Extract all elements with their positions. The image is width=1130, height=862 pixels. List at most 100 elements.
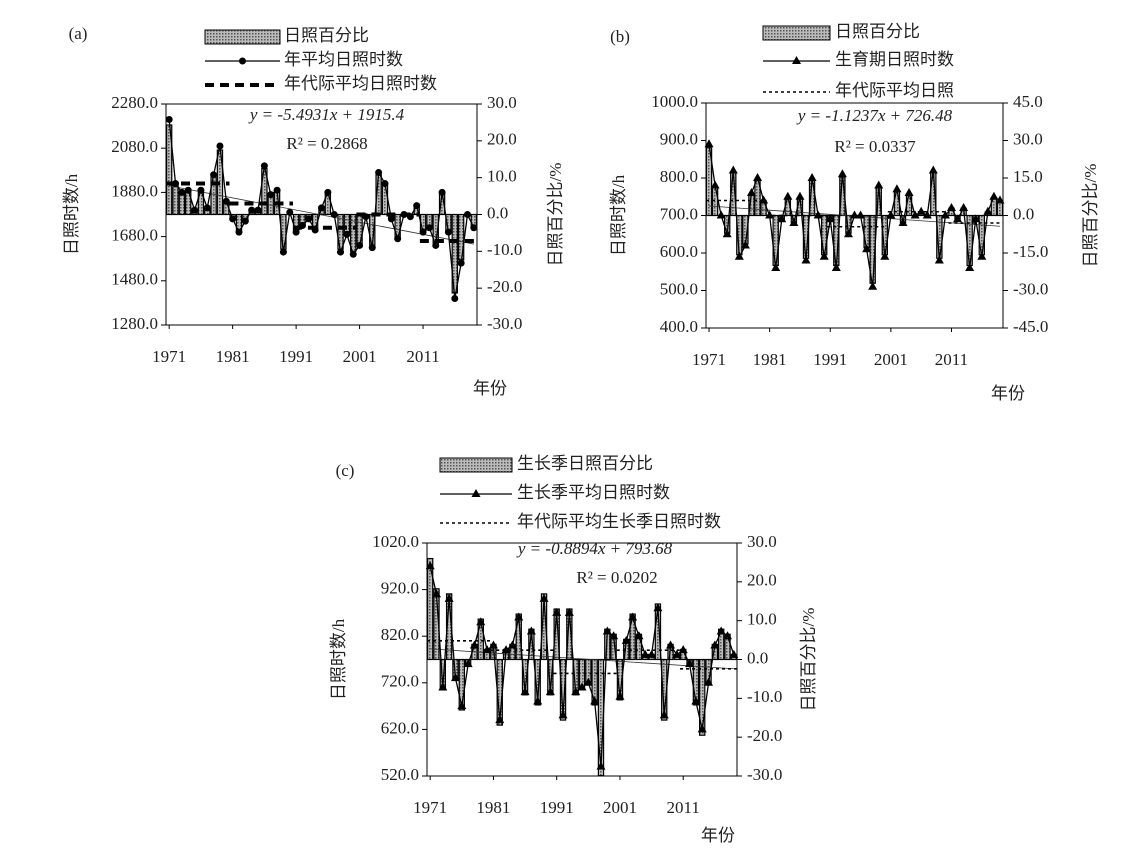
point xyxy=(856,210,866,219)
bar xyxy=(172,184,179,216)
point xyxy=(191,206,199,214)
point xyxy=(564,607,574,616)
trend-line xyxy=(430,648,734,670)
y2-axis-label: 日照百分比/% xyxy=(546,163,565,267)
point xyxy=(241,217,249,225)
point xyxy=(482,645,492,654)
y-tick-label: 1020.0 xyxy=(372,532,419,551)
x-tick-label: 2011 xyxy=(667,798,700,817)
bar xyxy=(343,213,351,234)
point xyxy=(892,184,902,193)
point xyxy=(413,202,421,210)
point xyxy=(292,228,300,236)
point xyxy=(777,214,787,223)
y-tick-label: 900.0 xyxy=(660,129,698,148)
point xyxy=(959,203,969,211)
y2-tick-label: 30.0 xyxy=(487,93,517,112)
r-squared: R² = 0.0337 xyxy=(834,137,916,156)
y2-axis-label: 日照百分比/% xyxy=(799,608,818,712)
point xyxy=(704,677,714,686)
point xyxy=(229,215,237,223)
point xyxy=(279,248,287,256)
point xyxy=(602,626,612,635)
legend-label: 年平均日照时数 xyxy=(284,50,403,69)
point xyxy=(934,255,944,264)
y-tick-label: 1680.0 xyxy=(111,226,158,245)
point xyxy=(653,603,663,612)
y2-tick-label: 20.0 xyxy=(487,130,517,149)
x-tick-label: 1991 xyxy=(813,350,847,369)
point xyxy=(691,696,701,705)
point xyxy=(904,188,914,196)
x-axis-label: 年份 xyxy=(473,379,507,398)
point xyxy=(577,682,587,691)
bar xyxy=(178,192,186,216)
point xyxy=(716,626,726,635)
y-tick-label: 520.0 xyxy=(381,765,419,784)
point xyxy=(807,173,817,181)
x-tick-label: 2001 xyxy=(603,798,637,817)
x-tick-label: 2011 xyxy=(935,350,968,369)
point xyxy=(789,218,799,226)
bar xyxy=(426,557,434,661)
chart-panel: (b) 400.0 500.0 600.0 700.0 800.0 900.0 1000.0 -… xyxy=(609,22,1100,403)
point xyxy=(898,218,908,226)
point xyxy=(431,589,441,598)
point xyxy=(583,677,593,686)
y-tick-label: 1480.0 xyxy=(111,270,158,289)
bar xyxy=(350,213,357,252)
bar xyxy=(863,214,870,249)
point xyxy=(318,204,325,212)
point xyxy=(545,687,555,696)
y2-tick-label: -20.0 xyxy=(487,277,522,296)
point xyxy=(753,173,763,181)
point xyxy=(940,210,950,219)
x-tick-label: 1991 xyxy=(279,347,313,366)
equation: y = -1.1237x + 726.48 xyxy=(796,106,953,125)
y-axis-label: 日照时数/h xyxy=(329,618,348,700)
point xyxy=(971,214,981,223)
point xyxy=(634,631,644,640)
point xyxy=(734,251,744,260)
y-tick-label: 700.0 xyxy=(660,204,698,223)
point xyxy=(419,228,427,236)
point xyxy=(216,142,224,150)
point xyxy=(729,649,739,658)
point xyxy=(659,710,669,719)
point xyxy=(647,649,657,658)
point xyxy=(746,188,756,196)
x-tick-label: 1981 xyxy=(476,798,510,817)
point xyxy=(381,180,389,188)
equation: y = -0.8894x + 793.68 xyxy=(516,539,673,558)
y2-tick-label: 0.0 xyxy=(487,203,508,222)
point xyxy=(710,640,720,649)
point xyxy=(628,612,638,621)
y-tick-label: 2080.0 xyxy=(111,137,158,156)
y2-tick-label: 30.0 xyxy=(1013,129,1043,148)
bar xyxy=(559,658,567,721)
point xyxy=(343,230,351,238)
legend-label: 年代际平均日照 xyxy=(835,81,954,100)
point xyxy=(514,612,524,621)
chart-panel: (c) 520.0 620.0 720.0 820.0 920.0 1020.0 -30.0 -… xyxy=(329,454,818,845)
point xyxy=(771,263,781,271)
y-tick-label: 620.0 xyxy=(381,718,419,737)
legend-label: 生育期日照时数 xyxy=(835,50,954,69)
point xyxy=(759,195,769,204)
point xyxy=(819,251,829,260)
equation: y = -5.4931x + 1915.4 xyxy=(248,105,405,124)
y-axis-label: 日照时数/h xyxy=(62,173,81,255)
point xyxy=(953,214,963,223)
point xyxy=(621,635,631,644)
point xyxy=(704,139,714,148)
legend-label: 年代际平均生长季日照时数 xyxy=(517,512,721,531)
point xyxy=(248,206,256,214)
y-tick-label: 800.0 xyxy=(660,167,698,186)
point xyxy=(666,640,676,649)
legend-swatch xyxy=(204,29,281,45)
bar xyxy=(616,658,624,701)
point xyxy=(501,645,511,654)
y-tick-label: 1880.0 xyxy=(111,181,158,200)
point xyxy=(235,228,243,236)
